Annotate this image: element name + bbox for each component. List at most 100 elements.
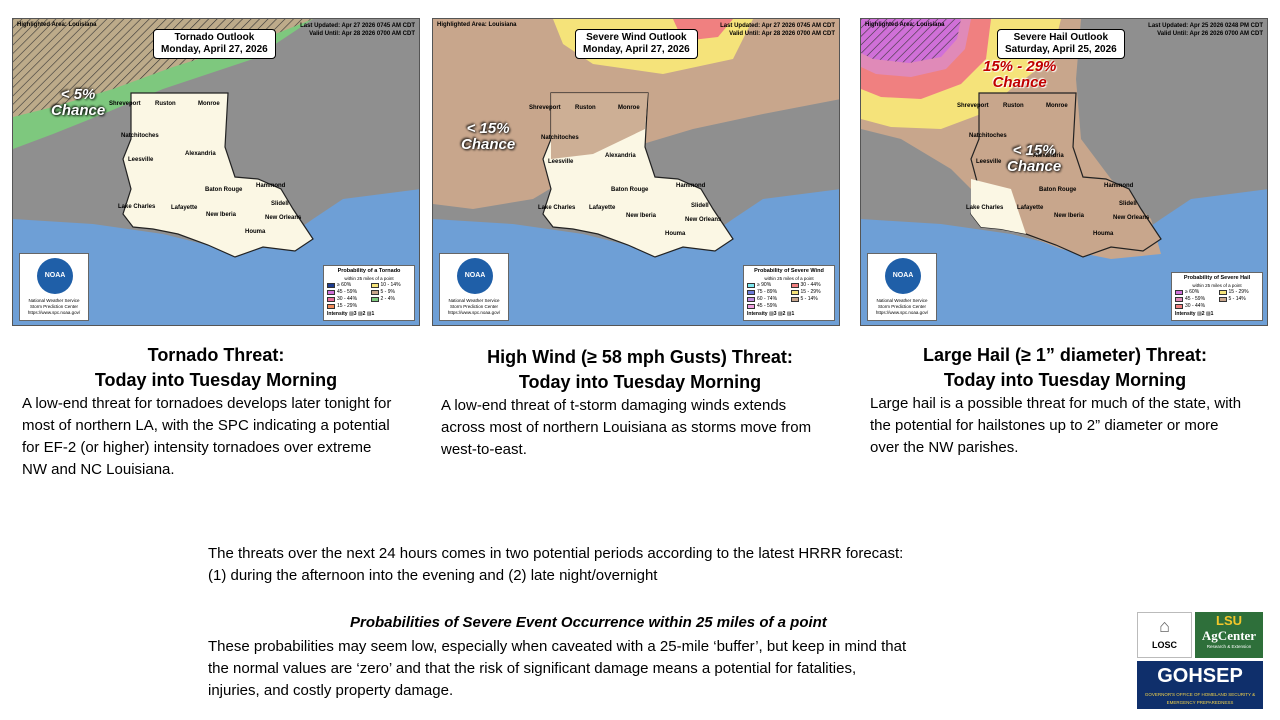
legend-item: 30 - 44% (1175, 303, 1216, 310)
valid-until: Valid Until: Apr 26 2026 0700 AM CDT (1157, 31, 1263, 37)
legend-item: 60 - 74% (747, 296, 788, 303)
city-new-iberia: New Iberia (206, 212, 237, 218)
update-info: Last Updated: Apr 27 2026 0745 AM CDT Va… (300, 22, 415, 38)
city-hammond: Hammond (1104, 183, 1134, 189)
legend-item: 15 - 29% (327, 303, 368, 310)
chance-word: Chance (1007, 158, 1062, 175)
nws-name: National Weather Service (448, 298, 500, 303)
hail-threat-heading: Large Hail (≥ 1” diameter) Threat: Today… (868, 343, 1262, 393)
city-leesville: Leesville (548, 159, 574, 165)
chance-word: Chance (51, 102, 106, 119)
legend-item: 10 - 14% (370, 282, 412, 289)
spc-url: https://www.spc.noaa.gov/ (447, 310, 501, 315)
heading-line: Today into Tuesday Morning (943, 370, 1187, 390)
chance-label: < 15% Chance (461, 121, 515, 153)
gohsep-sub: GOVERNOR'S OFFICE OF HOMELAND SECURITY &… (1144, 692, 1256, 705)
legend-item: 5 - 14% (790, 296, 832, 303)
chance-value: < 15% (466, 120, 510, 137)
city-hammond: Hammond (676, 183, 706, 189)
heading-line: Today into Tuesday Morning (94, 370, 338, 390)
highlighted-area: Highlighted Area: Louisiana (17, 22, 97, 28)
city-ruston: Ruston (155, 101, 176, 107)
city-new-orleans: New Orleans (685, 217, 722, 223)
summary-line: The threats over the next 24 hours comes… (208, 545, 904, 562)
city-baton-rouge: Baton Rouge (1039, 187, 1077, 193)
noaa-logo-icon: NOAA (885, 258, 921, 294)
legend-item: 45 - 59% (747, 303, 788, 310)
map-title: Severe Hail Outlook (1013, 32, 1109, 43)
update-info: Last Updated: Apr 25 2026 0248 PM CDT Va… (1148, 22, 1263, 38)
tornado-threat-text: A low-end threat for tornadoes develops … (22, 395, 392, 478)
chance-value: < 15% (1012, 142, 1056, 159)
hail-outlook-map: Highlighted Area: Louisiana Last Updated… (860, 18, 1268, 326)
valid-until: Valid Until: Apr 28 2026 0700 AM CDT (729, 31, 835, 37)
tornado-threat-heading: Tornado Threat: Today into Tuesday Morni… (40, 343, 392, 393)
city-lafayette: Lafayette (1017, 205, 1044, 211)
chance-word: Chance (461, 136, 516, 153)
city-alexandria: Alexandria (185, 151, 216, 157)
capitol-icon: ⌂ (1159, 616, 1170, 636)
legend-item: 2 - 4% (370, 296, 412, 303)
map-date: Monday, April 27, 2026 (161, 44, 268, 55)
city-leesville: Leesville (976, 159, 1002, 165)
noaa-logo-icon: NOAA (37, 258, 73, 294)
map-title: Tornado Outlook (174, 32, 255, 43)
noaa-logo-box: NOAA National Weather Service Storm Pred… (19, 253, 89, 321)
legend-item: 15 - 29% (790, 289, 832, 296)
chance-label-high: 15% - 29% Chance (983, 59, 1056, 91)
probabilities-title: Probabilities of Severe Event Occurrence… (350, 614, 827, 631)
wind-threat-text: A low-end threat of t-storm damaging win… (441, 397, 812, 458)
legend-item: ≥ 90% (747, 282, 788, 289)
agcenter-sub: Research & Extension (1206, 644, 1252, 649)
city-lafayette: Lafayette (589, 205, 616, 211)
legend-item: ≥ 60% (1175, 289, 1216, 296)
prob-line: injuries, and costly property damage. (208, 682, 454, 699)
chance-value: < 5% (60, 86, 96, 103)
heading-line: Large Hail (≥ 1” diameter) Threat: (923, 345, 1207, 365)
legend-item: 30 - 44% (327, 296, 368, 303)
wind-outlook-map: Highlighted Area: Louisiana Last Updated… (432, 18, 840, 326)
city-lake-charles: Lake Charles (538, 205, 576, 211)
city-natchitoches: Natchitoches (969, 133, 1007, 139)
legend-intensity: Intensity ▨3 ▨2 ▨1 (747, 311, 795, 317)
probabilities-text: These probabilities may seem low, especi… (208, 636, 1118, 702)
chance-value: 15% - 29% (983, 58, 1057, 75)
nws-credit: National Weather Service Storm Predictio… (442, 298, 506, 316)
gohsep-text: GOHSEP (1157, 665, 1243, 687)
noaa-logo-box: NOAA National Weather Service Storm Pred… (867, 253, 937, 321)
lsu-agcenter-logo: LSU AgCenter Research & Extension (1195, 612, 1263, 658)
noaa-logo-box: NOAA National Weather Service Storm Pred… (439, 253, 509, 321)
city-shreveport: Shreveport (109, 101, 141, 107)
legend-item: ≥ 60% (327, 282, 368, 289)
heading-line: Today into Tuesday Morning (518, 372, 762, 392)
city-slidell: Slidell (271, 201, 289, 207)
map-legend: Probability of a Tornado within 25 miles… (323, 265, 415, 321)
legend-title: Probability of Severe Wind (754, 268, 824, 274)
city-alexandria: Alexandria (605, 153, 636, 159)
hail-map-graphic (861, 19, 1267, 325)
nws-name: National Weather Service (876, 298, 928, 303)
summary-line: (1) during the afternoon into the evenin… (208, 567, 658, 584)
nws-credit: National Weather Service Storm Predictio… (22, 298, 86, 316)
map-title-box: Severe Wind Outlook Monday, April 27, 20… (575, 29, 698, 59)
map-title: Severe Wind Outlook (586, 32, 687, 43)
map-date: Saturday, April 25, 2026 (1005, 44, 1117, 55)
losc-logo: ⌂ LOSC (1137, 612, 1192, 658)
city-new-orleans: New Orleans (1113, 215, 1150, 221)
last-updated: Last Updated: Apr 25 2026 0248 PM CDT (1148, 23, 1263, 29)
legend-title: Probability of Severe Hail (1183, 275, 1251, 281)
prob-line: These probabilities may seem low, especi… (208, 638, 907, 655)
city-houma: Houma (245, 229, 266, 235)
spc-url: https://www.spc.noaa.gov/ (875, 310, 929, 315)
legend-title: Probability of a Tornado (337, 268, 401, 274)
hail-threat-text: Large hail is a possible threat for much… (870, 395, 1242, 456)
heading-line: High Wind (≥ 58 mph Gusts) Threat: (487, 347, 793, 367)
lsu-text: LSU (1216, 613, 1242, 628)
city-lafayette: Lafayette (171, 205, 198, 211)
city-slidell: Slidell (1119, 201, 1137, 207)
heading-line: Tornado Threat: (147, 345, 285, 365)
city-shreveport: Shreveport (529, 105, 561, 111)
city-ruston: Ruston (575, 105, 596, 111)
city-natchitoches: Natchitoches (541, 135, 579, 141)
city-shreveport: Shreveport (957, 103, 989, 109)
